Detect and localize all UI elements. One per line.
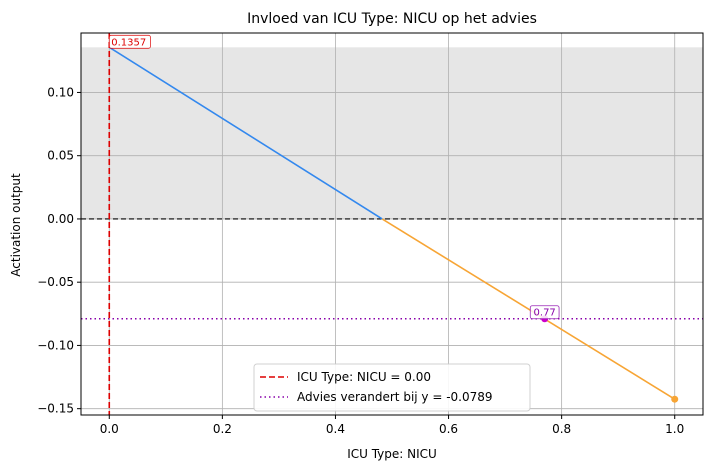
annotation-label: 0.77 [534,308,556,319]
legend-item-current-value-label: ICU Type: NICU = 0.00 [297,370,431,384]
y-tick-label: −0.05 [37,275,74,289]
plot-area: 0.1357 0.77 0.0 0.2 0.4 0.6 0.8 1.0 0.10 0.05 0.00… [37,32,704,436]
annotation-box [108,34,151,49]
annotation-box [529,305,560,320]
y-tick-label: 0.05 [47,149,74,163]
x-tick-label: 1.0 [665,422,684,436]
annotation-1: 0.1357 [108,34,151,49]
legend-item-threshold-label: Advies verandert bij y = -0.0789 [297,390,493,404]
x-axis-label: ICU Type: NICU [347,447,437,461]
legend-box [253,363,531,412]
x-tick-label: 0.8 [552,422,571,436]
x-tick-label: 0.4 [326,422,345,436]
series-line-1 [108,46,383,220]
chart-title: Invloed van ICU Type: NICU op het advies [247,11,537,27]
annotation-2: 0.77 [529,305,560,320]
y-axis-label: Activation output [9,173,23,277]
y-tick-label: 0.00 [47,212,74,226]
end-point-marker [671,395,679,403]
series-line-2 [381,218,676,400]
annotation-label: 0.1357 [111,37,146,48]
y-tick-label: −0.10 [37,338,74,352]
x-tick-label: 0.0 [100,422,119,436]
shaded-region [81,47,703,219]
y-tick-label: 0.10 [47,85,74,99]
axes-frame [80,32,704,416]
legend: ICU Type: NICU = 0.00 Advies verandert bi… [253,363,531,412]
x-tick-label: 0.6 [439,422,458,436]
x-tick-label: 0.2 [213,422,232,436]
y-tick-label: −0.15 [37,402,74,416]
